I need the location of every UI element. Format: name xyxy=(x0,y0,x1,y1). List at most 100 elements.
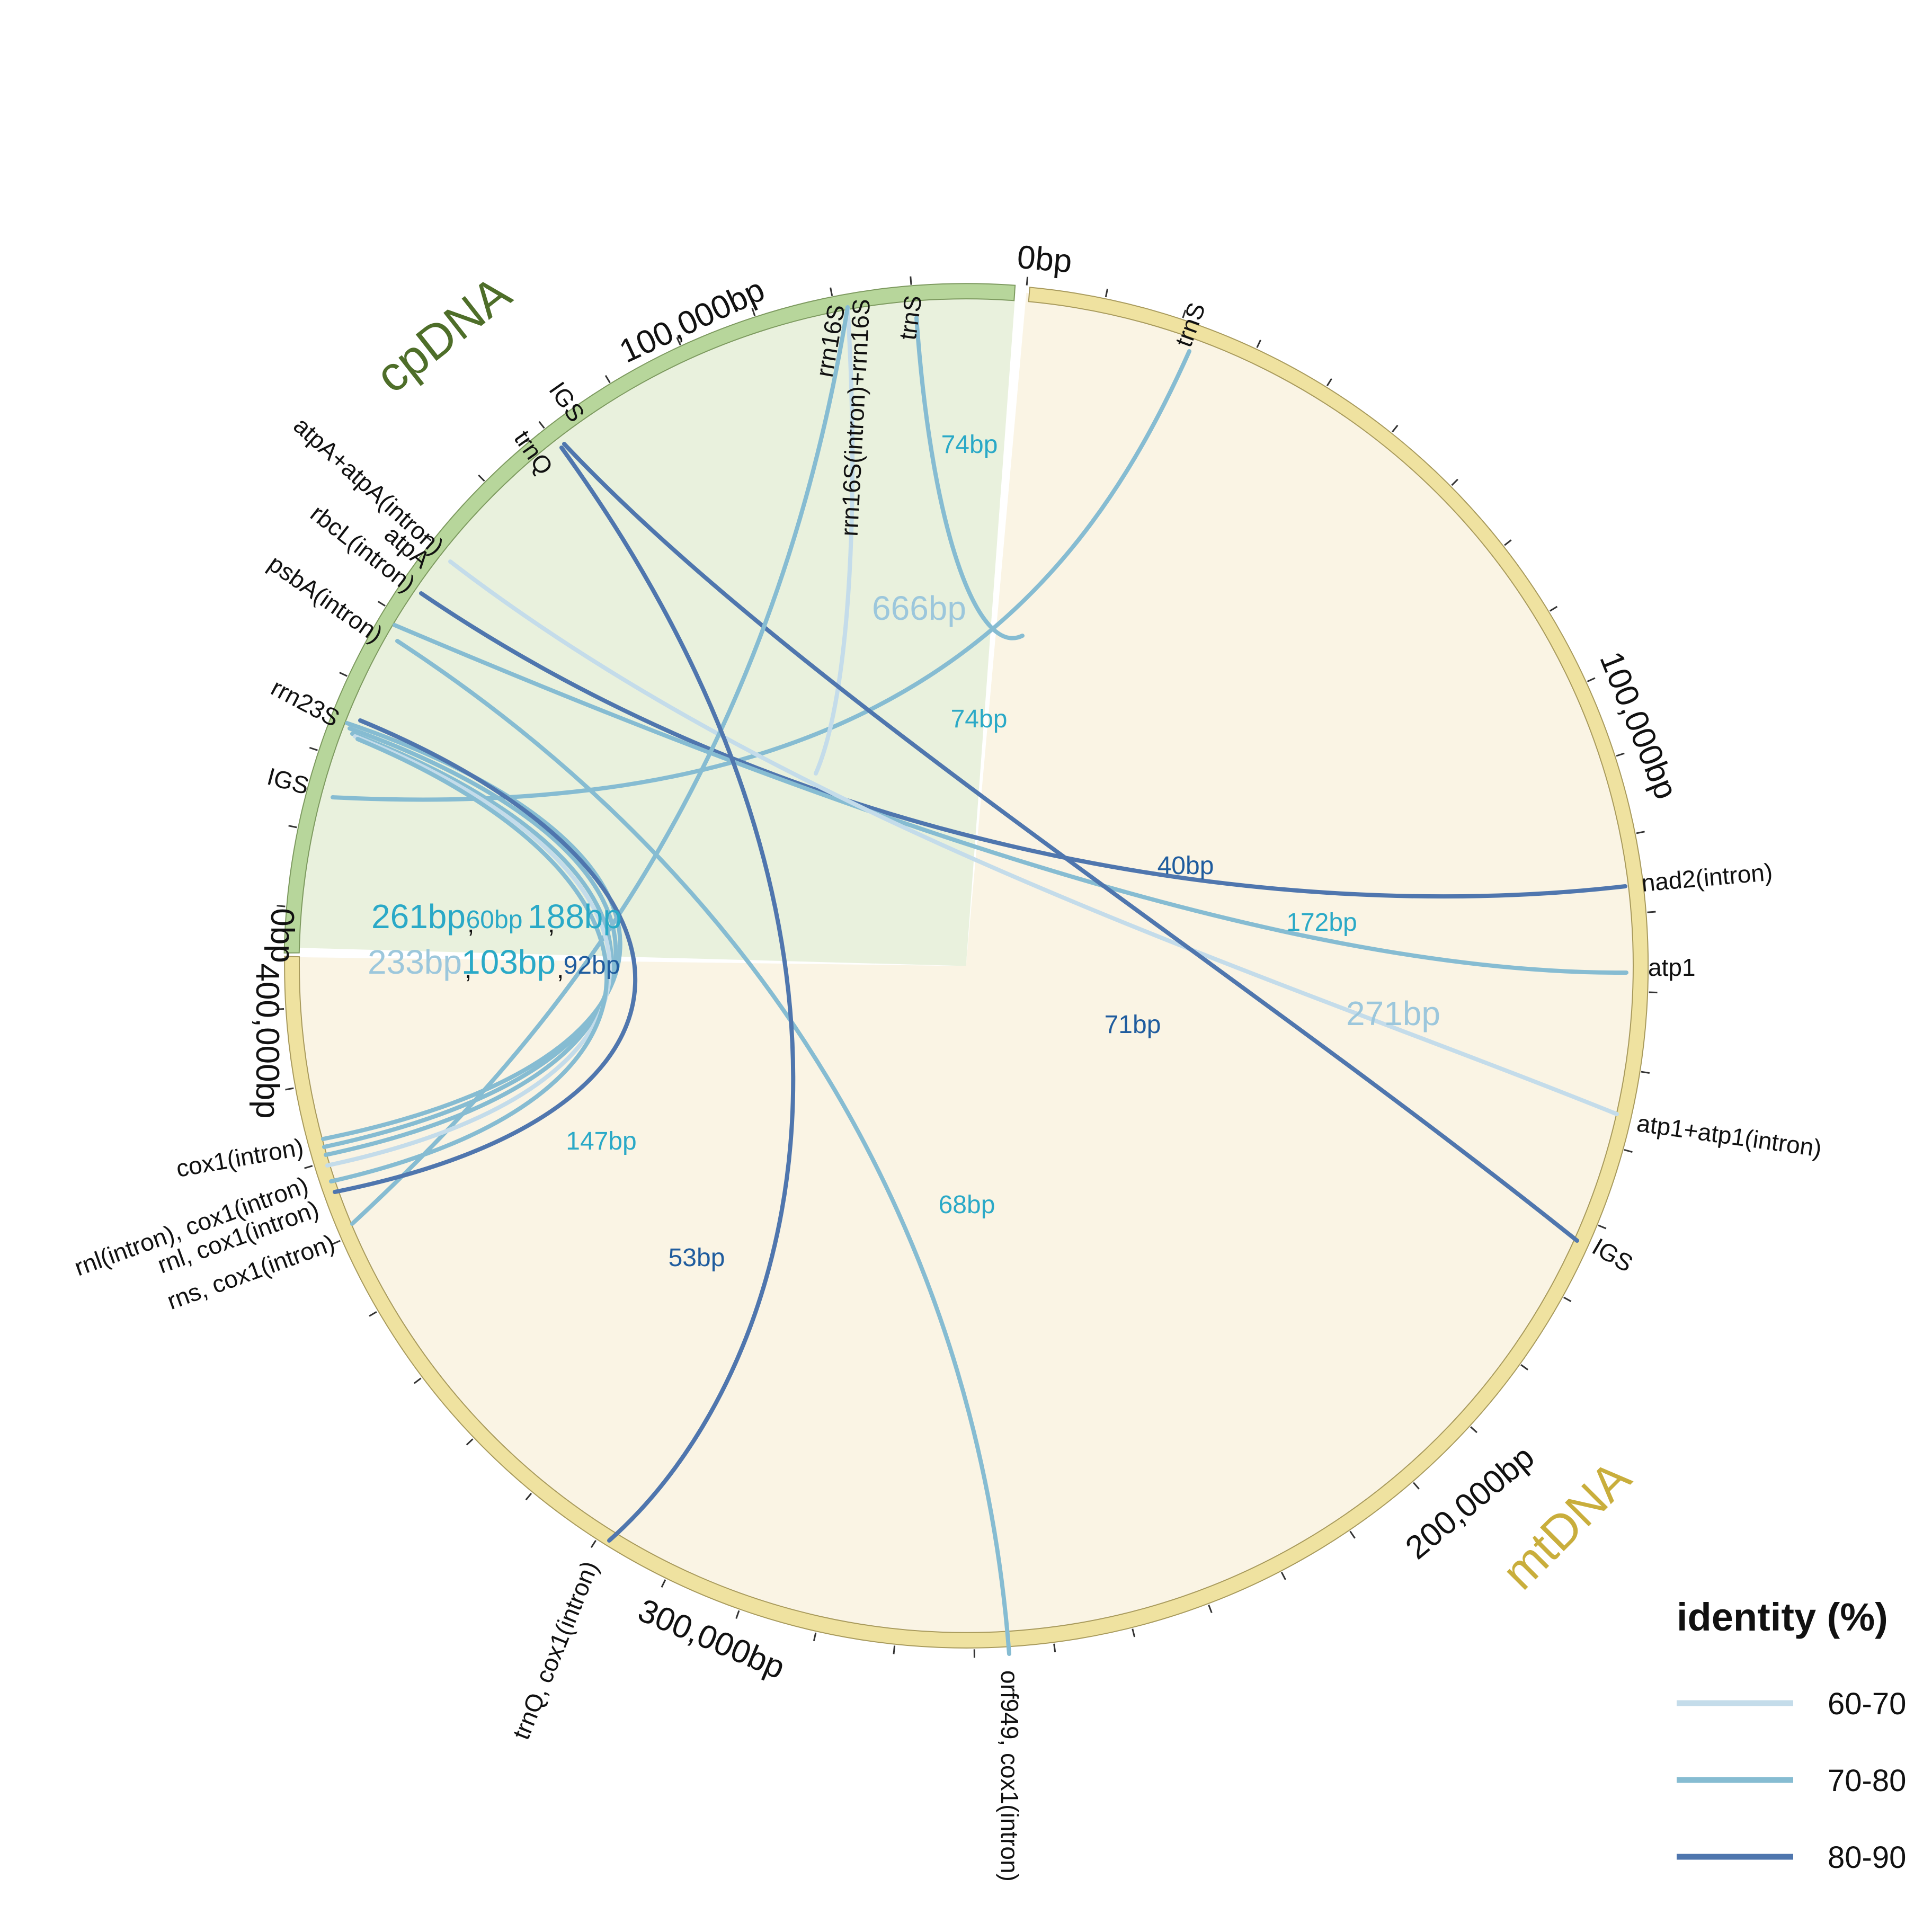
tick xyxy=(1132,1628,1136,1637)
link-ribbon-666bp xyxy=(814,305,855,776)
segment-label: atp1 xyxy=(1648,954,1696,981)
link-ribbon-147bp xyxy=(350,305,850,1226)
link-length-label: 74bp xyxy=(941,431,998,459)
tick xyxy=(1520,1364,1528,1370)
tick xyxy=(1182,309,1187,318)
segment-label: nad2(intron) xyxy=(1640,858,1774,897)
link-length-label: 71bp xyxy=(1105,1011,1161,1039)
segment-label: orf949, cox1(intron) xyxy=(996,1670,1023,1882)
mt-axis-0bp: 0bp xyxy=(1016,239,1073,280)
tick xyxy=(1549,606,1558,612)
tick xyxy=(288,825,297,829)
link-ribbon-233bp xyxy=(325,734,612,1168)
tick xyxy=(1208,1604,1213,1613)
tick xyxy=(525,1492,532,1501)
link-ribbon-60bp xyxy=(322,726,618,1149)
tick xyxy=(751,307,756,317)
segment-label: cox1(intron) xyxy=(174,1133,306,1182)
label-separator: , xyxy=(465,956,471,984)
link-length-label: 92bp xyxy=(564,951,620,980)
tick xyxy=(735,1610,740,1619)
link-length-label: 53bp xyxy=(669,1244,725,1272)
mt-axis-400000bp: 400,000bp xyxy=(249,963,286,1118)
legend-label-80-90: 80-90 xyxy=(1828,1840,1906,1875)
segment-label: trnS xyxy=(894,293,927,342)
legend-label-70-80: 70-80 xyxy=(1828,1764,1906,1798)
segment-label: atp1+atp1(intron) xyxy=(1635,1109,1823,1162)
label-separator: , xyxy=(467,910,474,938)
link-ribbon-68bp xyxy=(395,639,1011,1656)
link-length-label: 261bp xyxy=(371,897,466,936)
tick xyxy=(830,287,833,296)
cpdna-ring xyxy=(283,283,1016,954)
tick xyxy=(478,474,485,482)
tick xyxy=(1256,340,1261,348)
link-ribbon-172bp xyxy=(393,623,1628,975)
link-length-label: 147bp xyxy=(566,1127,636,1155)
tick xyxy=(1470,1426,1477,1434)
link-length-label: 40bp xyxy=(1158,852,1214,880)
tick xyxy=(339,672,348,677)
tick xyxy=(332,1240,341,1245)
tick xyxy=(413,1377,422,1384)
tick xyxy=(424,535,432,541)
tick xyxy=(893,1645,896,1654)
legend: identity (%) 60-70 70-80 80-90 xyxy=(1677,1595,1906,1875)
segment-label: IGS xyxy=(264,762,312,800)
link-length-label: 103bp xyxy=(461,943,556,981)
label-separator: , xyxy=(557,956,564,984)
tick-marks xyxy=(275,276,1658,1658)
tick xyxy=(1636,831,1645,834)
tick xyxy=(309,746,318,751)
link-ribbon-71bp xyxy=(562,442,1579,1243)
tick xyxy=(377,601,386,607)
segment-label: trnQ, cox1(intron) xyxy=(507,1557,603,1743)
tick xyxy=(1563,1296,1572,1302)
tick xyxy=(1587,677,1596,682)
tick xyxy=(661,1579,666,1588)
tick xyxy=(1641,1071,1650,1074)
tick xyxy=(466,1438,474,1446)
link-ribbon-92bp xyxy=(333,718,638,1194)
link-length-label: 666bp xyxy=(872,589,966,627)
tick xyxy=(538,421,545,429)
segment-label: IGS xyxy=(1588,1233,1638,1278)
segment-label: rrn23S xyxy=(266,673,344,732)
tick xyxy=(813,1632,817,1641)
label-separator: , xyxy=(548,910,555,938)
link-length-label: 68bp xyxy=(939,1191,995,1219)
tick xyxy=(1412,1482,1420,1490)
link-length-label: 233bp xyxy=(368,943,462,981)
tick xyxy=(676,337,681,346)
legend-title: identity (%) xyxy=(1677,1595,1888,1639)
tick xyxy=(590,1540,596,1548)
tick xyxy=(1598,1224,1607,1230)
link-ribbon-103bp xyxy=(329,737,609,1183)
tick xyxy=(604,375,611,384)
link-length-label: 271bp xyxy=(1346,994,1440,1032)
link-ribbon-74bp xyxy=(331,349,1191,802)
cp-axis-0bp: 0bp xyxy=(264,908,300,963)
tick xyxy=(1349,1530,1356,1539)
link-length-label: 60bp xyxy=(466,906,523,934)
link-length-label: 172bp xyxy=(1286,909,1357,937)
tick xyxy=(1624,1148,1633,1153)
link-ribbon-74bp xyxy=(914,316,1025,640)
cpdna-title: cpDNA xyxy=(366,265,521,403)
link-length-label: 74bp xyxy=(951,705,1008,733)
tick xyxy=(1105,288,1109,298)
tick xyxy=(369,1311,377,1317)
legend-label-60-70: 60-70 xyxy=(1828,1687,1906,1721)
tick xyxy=(1649,991,1658,994)
tick xyxy=(1053,1643,1056,1652)
tick xyxy=(1392,424,1399,433)
link-ribbon-53bp xyxy=(559,446,796,1543)
link-ribbon-40bp xyxy=(419,591,1627,899)
link-length-label: 188bp xyxy=(528,897,622,936)
mtdna-sector xyxy=(291,292,1643,1642)
tick xyxy=(1504,539,1512,546)
tick xyxy=(1280,1572,1286,1580)
mtdna-ring xyxy=(284,287,1649,1649)
tick xyxy=(1451,478,1458,486)
